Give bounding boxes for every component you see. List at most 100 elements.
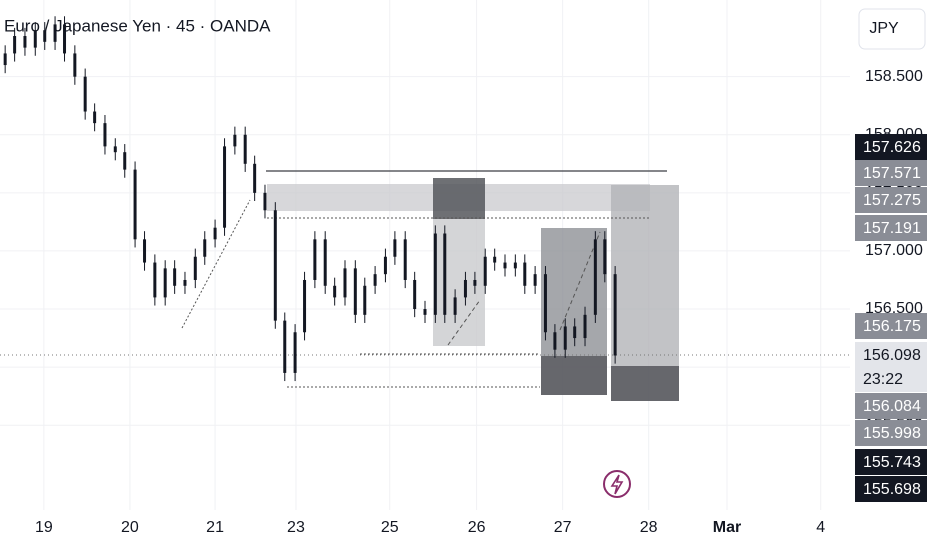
candle-body	[23, 36, 27, 48]
candle-body	[113, 146, 117, 153]
candle-body	[493, 256, 497, 263]
currency-button[interactable]	[858, 8, 926, 50]
candle-body	[103, 123, 107, 147]
x-tick-label: 27	[554, 519, 572, 536]
price-tag	[855, 476, 927, 502]
candle-body	[603, 239, 607, 275]
price-tag-label: 156.084	[863, 398, 921, 415]
candle-body	[313, 239, 317, 280]
candle-body	[263, 192, 267, 211]
candle-body	[213, 227, 217, 240]
candle-body	[243, 134, 247, 164]
zone	[433, 219, 485, 346]
candle-body	[133, 169, 137, 240]
candle-body	[273, 210, 277, 321]
candle-body	[443, 233, 447, 315]
candle-body	[573, 326, 577, 339]
candle-body	[453, 297, 457, 315]
x-tick-label: 25	[381, 519, 399, 536]
candle-body	[523, 262, 527, 286]
candle-body	[193, 256, 197, 280]
candle-body	[63, 24, 67, 54]
candle-body	[393, 239, 397, 257]
candle-body	[173, 268, 177, 286]
price-tag-label: 157.571	[863, 165, 921, 182]
dotted-line	[181, 199, 251, 329]
zone	[611, 185, 679, 366]
x-tick-label: 28	[640, 519, 658, 536]
candle-body	[583, 314, 587, 339]
candle-body	[323, 239, 327, 286]
candle-body	[333, 285, 337, 298]
price-tag	[855, 449, 927, 475]
candle-body	[203, 239, 207, 257]
candle-body	[533, 274, 537, 286]
price-tag-label: 23:22	[863, 371, 903, 388]
candle-body	[543, 274, 547, 333]
candle-body	[3, 53, 7, 66]
price-tag-label: 157.626	[863, 139, 921, 156]
y-tick-label: 157.000	[865, 242, 923, 259]
price-tag	[855, 187, 927, 213]
candle-body	[53, 24, 57, 42]
price-tag-label: 156.098	[863, 347, 921, 364]
candle-body	[143, 239, 147, 263]
candle-body	[413, 279, 417, 310]
price-tag	[855, 160, 927, 186]
dashed-line	[559, 231, 601, 331]
candle-body	[483, 256, 487, 286]
candle-body	[503, 262, 507, 269]
candle-body	[403, 239, 407, 280]
currency-label[interactable]: JPY	[869, 20, 899, 37]
candle-body	[33, 30, 37, 48]
candle-body	[293, 332, 297, 373]
candle-body	[613, 274, 617, 356]
price-tag	[855, 366, 927, 392]
candle-body	[233, 134, 237, 147]
price-tag-label: 157.275	[863, 192, 921, 209]
price-tag	[855, 215, 927, 241]
candle-body	[363, 285, 367, 315]
price-tag-label: 155.698	[863, 481, 921, 498]
drawings	[0, 170, 850, 401]
x-tick-label: 4	[816, 519, 825, 536]
price-tag-label: 156.175	[863, 318, 921, 335]
candle-body	[93, 111, 97, 124]
candle-body	[253, 163, 257, 193]
candle-body	[433, 233, 437, 315]
candle-body	[343, 268, 347, 298]
candle-body	[353, 268, 357, 315]
zone	[611, 366, 679, 401]
x-tick-label: 20	[121, 519, 139, 536]
zone	[433, 178, 485, 219]
candle-body	[473, 279, 477, 286]
price-tag-label: 155.743	[863, 454, 921, 471]
price-tag	[855, 342, 927, 368]
price-tag	[855, 313, 927, 339]
candle-body	[183, 279, 187, 286]
candle-body	[383, 256, 387, 275]
candle-body	[153, 262, 157, 298]
candle-body	[463, 279, 467, 298]
chart-title: Euro / Japanese Yen · 45 · OANDA	[4, 16, 271, 35]
candle-body	[13, 36, 17, 54]
candle-body	[303, 279, 307, 333]
candle-body	[593, 239, 597, 315]
candle-body	[563, 326, 567, 350]
x-tick-label: 23	[287, 519, 305, 536]
candle-body	[283, 320, 287, 373]
candle-body	[83, 76, 87, 112]
candle-body	[513, 262, 517, 269]
lightning-icon[interactable]	[603, 470, 631, 498]
x-tick-label: Mar	[713, 519, 741, 536]
price-tag-label: 155.998	[863, 425, 921, 442]
dashed-line	[447, 299, 481, 346]
price-tag-label: 157.191	[863, 220, 921, 237]
candle-body	[373, 274, 377, 286]
candle-body	[553, 332, 557, 350]
candle-body	[423, 309, 427, 315]
y-tick-label: 158.500	[865, 68, 923, 85]
price-tag	[855, 393, 927, 419]
candle-body	[123, 152, 127, 170]
